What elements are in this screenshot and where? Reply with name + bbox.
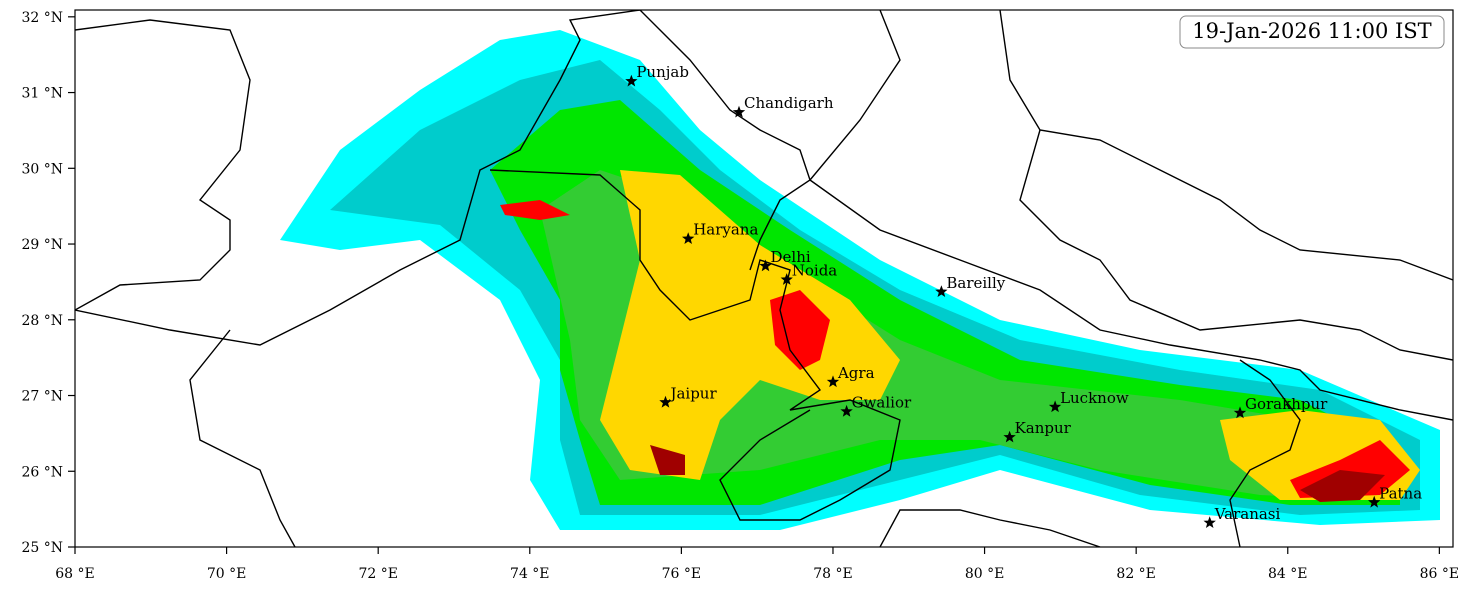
city-marker [759, 259, 772, 272]
city-marker [1233, 406, 1247, 419]
city-marker [1368, 495, 1381, 508]
x-tick-label: 68 °E [55, 566, 94, 582]
city-marker [826, 375, 840, 388]
city-label: Bareilly [946, 274, 1005, 292]
precip-field [75, 10, 1453, 547]
y-tick-label: 31 °N [21, 86, 63, 102]
city-marker [1048, 400, 1062, 413]
city-label: Jaipur [668, 384, 717, 402]
x-tick-label: 70 °E [207, 566, 246, 582]
y-tick-label: 25 °N [21, 540, 63, 556]
x-tick-label: 80 °E [965, 566, 1004, 582]
x-tick-label: 84 °E [1268, 566, 1307, 582]
city-label: Delhi [771, 248, 811, 266]
plot-frame [74, 9, 1454, 548]
y-tick-label: 26 °N [21, 464, 63, 480]
city-marker [659, 395, 672, 408]
precip-very-heavy [500, 200, 570, 220]
precip-moderate-heavy [540, 170, 1380, 500]
x-tick-label: 86 °E [1420, 566, 1459, 582]
city-label: Agra [837, 364, 875, 382]
title: 19-Jan-2026 11:00 IST [1192, 19, 1431, 43]
x-tick-label: 74 °E [510, 566, 549, 582]
boundaries [75, 10, 1453, 547]
precip-very-heavy [770, 290, 830, 370]
city-marker [780, 273, 793, 285]
city-label: Gwalior [852, 393, 912, 411]
precip-extreme [650, 445, 685, 475]
city-marker [625, 74, 638, 87]
y-tick-label: 29 °N [21, 237, 63, 253]
precip-heavy [600, 170, 900, 480]
city-marker [1003, 430, 1016, 443]
city-label: Lucknow [1060, 389, 1129, 407]
x-tick-label: 82 °E [1116, 566, 1155, 582]
city-label: Varanasi [1214, 505, 1281, 523]
y-tick-label: 28 °N [21, 313, 63, 329]
city-marker [1203, 516, 1216, 528]
y-tick-label: 32 °N [21, 10, 63, 26]
city-marker [732, 105, 746, 118]
city-marker [682, 232, 695, 244]
city-label: Noida [792, 262, 838, 280]
city-label: Gorakhpur [1245, 395, 1328, 413]
y-tick-label: 30 °N [21, 161, 63, 177]
city-label: Patna [1379, 484, 1422, 502]
title-box [1179, 15, 1445, 49]
city-label: Haryana [693, 221, 758, 239]
city-marker [935, 285, 948, 297]
city-label: Chandigarh [744, 94, 834, 112]
city-label: Punjab [636, 63, 689, 81]
x-tick-label: 76 °E [662, 566, 701, 582]
city-label: Kanpur [1015, 419, 1072, 437]
precip-extreme [1300, 470, 1385, 502]
x-tick-label: 72 °E [358, 566, 397, 582]
x-tick-label: 78 °E [813, 566, 852, 582]
city-marker [840, 404, 853, 417]
y-tick-label: 27 °N [21, 389, 63, 405]
